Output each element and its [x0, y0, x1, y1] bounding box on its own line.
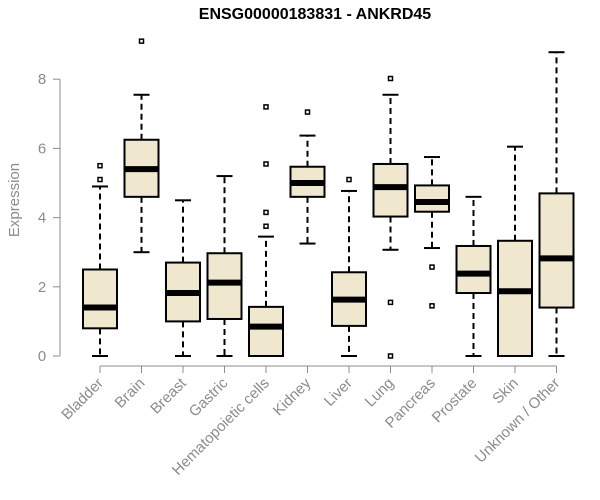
x-tick-label-kidney: Kidney [270, 374, 315, 419]
outlier-point-hematopoietic-cells [263, 223, 269, 229]
box-hematopoietic-cells [248, 305, 284, 358]
x-tick-label-skin: Skin [489, 375, 522, 408]
outlier-point-hematopoietic-cells [263, 104, 269, 110]
x-tick-label-liver: Liver [321, 375, 356, 410]
outlier-point-liver [346, 176, 352, 183]
y-tick-label: 6 [38, 140, 46, 157]
box-gastric [206, 252, 243, 320]
box-skin [497, 239, 533, 357]
outlier-point-pancreas [429, 264, 435, 270]
outlier-point-bladder [97, 162, 103, 169]
outlier-point-brain [138, 38, 145, 44]
y-tick-label: 8 [38, 71, 46, 88]
x-tick-label-bladder: Bladder [58, 375, 107, 424]
x-tick-label-brain: Brain [112, 375, 149, 412]
box-prostate [455, 244, 492, 295]
y-tick-label: 0 [38, 348, 46, 365]
y-tick-label: 4 [38, 210, 46, 227]
chart-title: ENSG00000183831 - ANKRD45 [198, 6, 432, 23]
box-pancreas [414, 184, 450, 213]
outlier-point-kidney [304, 109, 311, 115]
box-lung [372, 162, 409, 218]
outlier-point-lung [387, 353, 394, 359]
x-tick-label-breast: Breast [147, 374, 190, 417]
box-bladder [82, 268, 118, 330]
x-tick-label-prostate: Prostate [429, 375, 481, 427]
outlier-point-pancreas [429, 303, 435, 309]
y-tick-label: 2 [38, 279, 46, 296]
outlier-point-lung [387, 75, 394, 82]
x-tick-label-lung: Lung [362, 375, 398, 411]
outlier-point-bladder [97, 176, 103, 183]
outlier-point-hematopoietic-cells [263, 209, 269, 216]
box-unknown-other [538, 192, 575, 309]
outlier-point-lung [387, 299, 394, 306]
outlier-point-hematopoietic-cells [263, 161, 269, 167]
